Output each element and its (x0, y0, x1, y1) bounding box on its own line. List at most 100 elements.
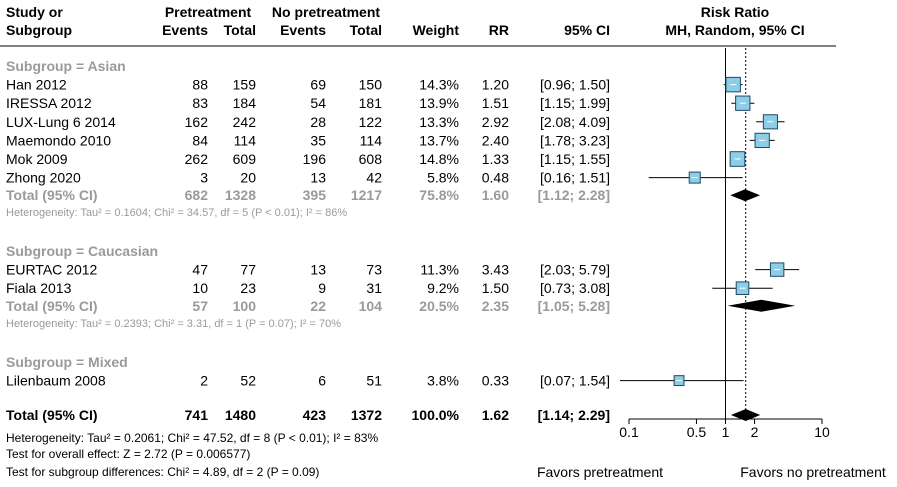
overall-total-events-1: 741 (185, 407, 209, 423)
header-rr: RR (489, 22, 509, 38)
subgroup-total-diamond (730, 189, 761, 202)
subgroup-total-events-1: 682 (185, 187, 209, 203)
header-risk-ratio: Risk Ratio (701, 4, 769, 20)
subgroup-total-events-2: 395 (303, 187, 327, 203)
overall-total-ci: [1.14; 2.29] (538, 407, 610, 423)
confidence-interval: [0.73; 3.08] (540, 280, 610, 296)
subgroup-total-ci: [1.12; 2.28] (538, 187, 610, 203)
study-name: Lilenbaum 2008 (6, 373, 106, 389)
header-events-1: Events (162, 22, 208, 38)
study-name: Zhong 2020 (6, 170, 81, 186)
total-2: 181 (359, 95, 383, 111)
header-pretreatment: Pretreatment (165, 4, 252, 20)
subgroup-total-diamond (727, 299, 796, 312)
total-1: 609 (233, 151, 257, 167)
subgroup-total-risk-ratio: 2.35 (482, 298, 509, 314)
weight: 14.8% (419, 151, 459, 167)
subgroup-total-total-2: 1217 (351, 187, 382, 203)
study-name: Han 2012 (6, 77, 67, 93)
total-1: 20 (240, 170, 256, 186)
footer-statistic: Heterogeneity: Tau² = 0.2061; Chi² = 47.… (6, 431, 378, 445)
header-ci: 95% CI (564, 22, 610, 38)
risk-ratio: 1.51 (482, 95, 509, 111)
subgroup-total-total-2: 104 (359, 298, 383, 314)
weight: 13.9% (419, 95, 459, 111)
subgroup-total-label: Total (95% CI) (6, 298, 98, 314)
risk-ratio: 2.92 (482, 114, 509, 130)
events-1: 83 (192, 95, 208, 111)
x-tick-label: 0.5 (687, 424, 707, 440)
risk-ratio: 3.43 (482, 262, 509, 278)
events-2: 54 (310, 95, 326, 111)
confidence-interval: [1.15; 1.99] (540, 95, 610, 111)
total-1: 184 (233, 95, 257, 111)
subgroup-total-weight: 75.8% (419, 187, 459, 203)
events-1: 88 (192, 77, 208, 93)
weight: 14.3% (419, 77, 459, 93)
subgroup-total-risk-ratio: 1.60 (482, 187, 509, 203)
header-study: Study or (6, 4, 63, 20)
x-tick-label: 2 (751, 424, 759, 440)
overall-total-risk-ratio: 1.62 (482, 407, 509, 423)
weight: 11.3% (420, 262, 459, 278)
weight: 9.2% (427, 280, 459, 296)
overall-total-total-1: 1480 (225, 407, 256, 423)
study-name: LUX-Lung 6 2014 (6, 114, 116, 130)
header-events-2: Events (280, 22, 326, 38)
subgroup-total-events-2: 22 (310, 298, 326, 314)
overall-total-diamond (730, 409, 761, 421)
events-2: 69 (310, 77, 326, 93)
study-name: Fiala 2013 (6, 280, 72, 296)
total-1: 114 (234, 132, 257, 148)
events-1: 84 (192, 132, 208, 148)
subgroup-total-events-1: 57 (192, 298, 208, 314)
subgroup-total-total-1: 100 (233, 298, 257, 314)
weight: 3.8% (427, 373, 459, 389)
total-1: 77 (240, 262, 256, 278)
events-1: 162 (185, 114, 209, 130)
study-name: IRESSA 2012 (6, 95, 92, 111)
risk-ratio: 1.33 (482, 151, 509, 167)
total-1: 159 (233, 77, 257, 93)
total-2: 114 (360, 132, 383, 148)
total-2: 31 (366, 280, 382, 296)
total-2: 51 (366, 373, 382, 389)
risk-ratio: 1.20 (482, 77, 509, 93)
events-1: 3 (200, 170, 208, 186)
footer-statistic: Test for subgroup differences: Chi² = 4.… (6, 465, 319, 479)
total-2: 122 (359, 114, 383, 130)
overall-total-label: Total (95% CI) (6, 407, 98, 423)
events-2: 13 (310, 262, 326, 278)
subgroup-heterogeneity: Heterogeneity: Tau² = 0.1604; Chi² = 34.… (6, 207, 347, 219)
events-2: 196 (303, 151, 327, 167)
confidence-interval: [0.96; 1.50] (540, 77, 610, 93)
events-2: 35 (310, 132, 326, 148)
events-1: 47 (192, 262, 208, 278)
overall-total-total-2: 1372 (351, 407, 382, 423)
total-2: 150 (359, 77, 383, 93)
header-weight: Weight (413, 22, 460, 38)
favors-right-label: Favors no pretreatment (740, 464, 886, 480)
x-tick-label: 0.1 (619, 424, 639, 440)
header-mh-random: MH, Random, 95% CI (665, 22, 804, 38)
events-2: 9 (318, 280, 326, 296)
confidence-interval: [1.15; 1.55] (540, 151, 610, 167)
risk-ratio: 0.48 (482, 170, 509, 186)
header-subgroup: Subgroup (6, 22, 72, 38)
footer-statistic: Test for overall effect: Z = 2.72 (P = 0… (6, 447, 250, 461)
confidence-interval: [2.03; 5.79] (540, 262, 610, 278)
events-1: 2 (200, 373, 208, 389)
risk-ratio: 0.33 (482, 373, 509, 389)
favors-left-label: Favors pretreatment (537, 464, 663, 480)
study-name: Maemondo 2010 (6, 132, 111, 148)
weight: 13.3% (419, 114, 459, 130)
subgroup-total-ci: [1.05; 5.28] (538, 298, 610, 314)
events-1: 262 (185, 151, 209, 167)
overall-total-weight: 100.0% (412, 407, 460, 423)
confidence-interval: [1.78; 3.23] (540, 132, 610, 148)
total-1: 52 (240, 373, 256, 389)
total-2: 42 (366, 170, 382, 186)
subgroup-total-total-1: 1328 (225, 187, 256, 203)
risk-ratio: 1.50 (482, 280, 509, 296)
